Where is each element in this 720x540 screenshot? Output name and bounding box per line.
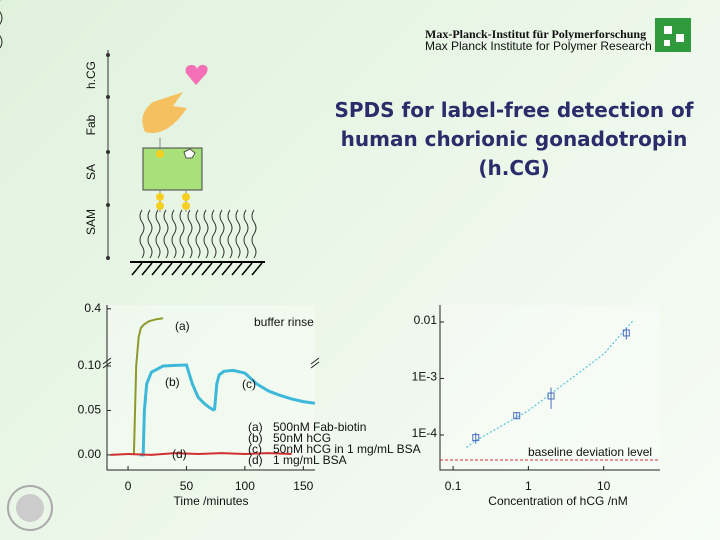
point — [622, 329, 630, 337]
axis-break — [102, 357, 320, 369]
layer-label: SAM — [84, 209, 98, 235]
series-line — [139, 363, 216, 457]
point — [513, 412, 521, 420]
x-tick-label: 0.1 — [445, 479, 462, 493]
series-label: (c) — [242, 377, 256, 391]
legend-key: (b) — [248, 431, 263, 445]
legend-key: (c) — [248, 442, 262, 456]
axis — [439, 305, 660, 471]
logo — [655, 18, 691, 52]
series-label: (b) — [165, 375, 180, 389]
left-plot-area — [107, 305, 315, 470]
layer-diagram — [0, 0, 265, 276]
series-label: (d) — [172, 447, 187, 461]
x-tick-label: 50 — [180, 479, 194, 493]
institute-name: Max-Planck-Institut für Polymerforschung — [425, 27, 646, 41]
x-tick-label: 1 — [525, 479, 532, 493]
slide-title: SPDS for label-free detection of human c… — [334, 98, 694, 180]
legend-label: 1 mg/mL BSA — [273, 453, 347, 467]
point — [547, 392, 555, 400]
layer-label: h.CG — [84, 61, 98, 89]
x-tick-label: 10 — [597, 479, 611, 493]
y-tick-label: 0.4 — [84, 301, 101, 315]
x-axis-title: Concentration of hCG /nM — [488, 494, 627, 508]
legend-key: (a) — [248, 420, 263, 434]
legend-label: 500nM Fab-biotin — [273, 420, 366, 434]
layer-label: SA — [84, 164, 98, 180]
y-tick-label: 1E-3 — [412, 370, 438, 384]
point — [472, 434, 480, 442]
series-line — [213, 368, 316, 411]
fit-line — [466, 319, 634, 448]
x-axis-title: Time /minutes — [174, 494, 249, 508]
legend-label: 50nM hCG — [273, 431, 331, 445]
y-tick-label: 0.01 — [414, 313, 438, 327]
y-tick-label: 0.10 — [78, 358, 102, 372]
x-tick-label: 0 — [125, 479, 132, 493]
legend-key: (d) — [248, 453, 263, 467]
annotation: baseline deviation level — [528, 445, 652, 459]
annotation: buffer rinse — [254, 315, 314, 329]
series-label: (a) — [175, 319, 190, 333]
legend-label: 50nM hCG in 1 mg/mL BSA — [273, 442, 421, 456]
y-tick-label: 0.05 — [78, 403, 102, 417]
y-tick-label: 1E-4 — [412, 426, 438, 440]
y-tick-label: 0.00 — [78, 447, 102, 461]
series-line — [110, 452, 292, 456]
seal — [7, 485, 53, 531]
institute-name-en: Max Planck Institute for Polymer Researc… — [425, 39, 652, 53]
series-line — [132, 317, 164, 455]
axis — [106, 305, 315, 471]
x-tick-label: 150 — [293, 479, 313, 493]
layer-label: Fab — [84, 114, 98, 135]
x-tick-label: 100 — [235, 479, 255, 493]
